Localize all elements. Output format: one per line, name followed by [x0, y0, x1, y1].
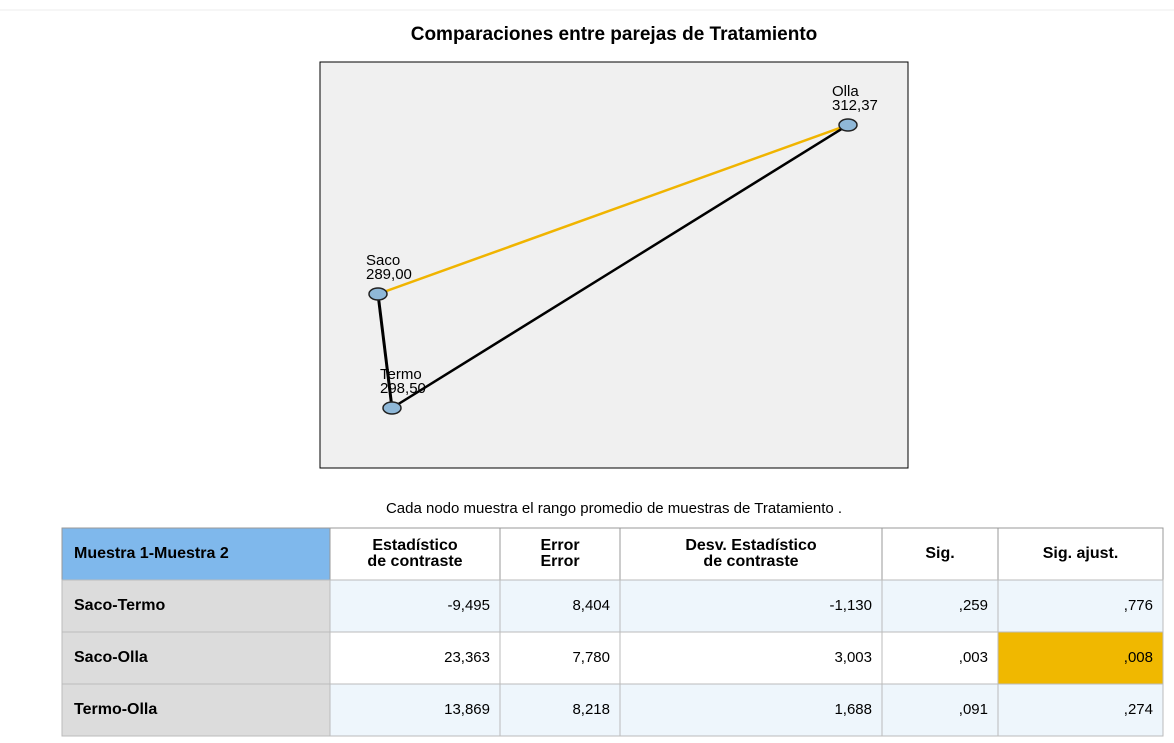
row-label-cell	[61, 631, 331, 685]
header-text: Error	[540, 537, 579, 554]
row-label: Saco-Olla	[74, 649, 148, 666]
cell-text: ,008	[1124, 649, 1153, 666]
node-value: 312,37	[832, 97, 878, 114]
cell-text: 7,780	[572, 649, 610, 666]
header-text: Sig.	[925, 545, 954, 562]
cell	[329, 631, 501, 685]
cell-text: ,091	[959, 701, 988, 718]
cell	[499, 579, 621, 633]
caption: Cada nodo muestra el rango promedio de m…	[386, 500, 842, 517]
cell-text: 1,688	[834, 701, 872, 718]
row-label: Saco-Termo	[74, 597, 166, 614]
cell-text: ,003	[959, 649, 988, 666]
edge	[376, 293, 394, 409]
cell-text: 13,869	[444, 701, 490, 718]
cell-text: ,259	[959, 597, 988, 614]
cell	[997, 631, 1164, 685]
header-text: Estadístico	[372, 537, 458, 554]
header-text: Desv. Estadístico	[685, 537, 817, 554]
node	[838, 118, 858, 132]
header-text: Error	[540, 553, 579, 570]
cell-text: ,776	[1124, 597, 1153, 614]
edge	[391, 123, 849, 410]
header-cell	[997, 527, 1164, 581]
node	[382, 401, 402, 415]
cell	[997, 579, 1164, 633]
cell	[329, 683, 501, 737]
plot-box	[319, 61, 909, 469]
node-label: Termo	[380, 366, 422, 383]
cell	[329, 579, 501, 633]
cell-text: 23,363	[444, 649, 490, 666]
header-text: Muestra 1-Muestra 2	[74, 545, 229, 562]
header-text: de contraste	[367, 553, 462, 570]
header-text: Sig. ajust.	[1043, 545, 1119, 562]
cell	[499, 631, 621, 685]
cell-text: ,274	[1124, 701, 1153, 718]
cell-text: 8,404	[572, 597, 610, 614]
cell-text: -1,130	[829, 597, 872, 614]
row-label: Termo-Olla	[74, 701, 157, 718]
cell	[881, 631, 999, 685]
cell	[619, 579, 883, 633]
node	[368, 287, 388, 301]
edge	[377, 123, 849, 296]
cell	[997, 683, 1164, 737]
cell	[619, 631, 883, 685]
node-value: 289,00	[366, 266, 412, 283]
cell-text: 8,218	[572, 701, 610, 718]
row-label-cell	[61, 579, 331, 633]
header-text: de contraste	[703, 553, 798, 570]
cell	[881, 683, 999, 737]
node-label: Saco	[366, 252, 400, 269]
node-value: 298,50	[380, 380, 426, 397]
cell-text: 3,003	[834, 649, 872, 666]
node-label: Olla	[832, 83, 859, 100]
title: Comparaciones entre parejas de Tratamien…	[411, 24, 818, 45]
cell-text: -9,495	[447, 597, 490, 614]
cell	[619, 683, 883, 737]
cell	[499, 683, 621, 737]
header-cell	[881, 527, 999, 581]
